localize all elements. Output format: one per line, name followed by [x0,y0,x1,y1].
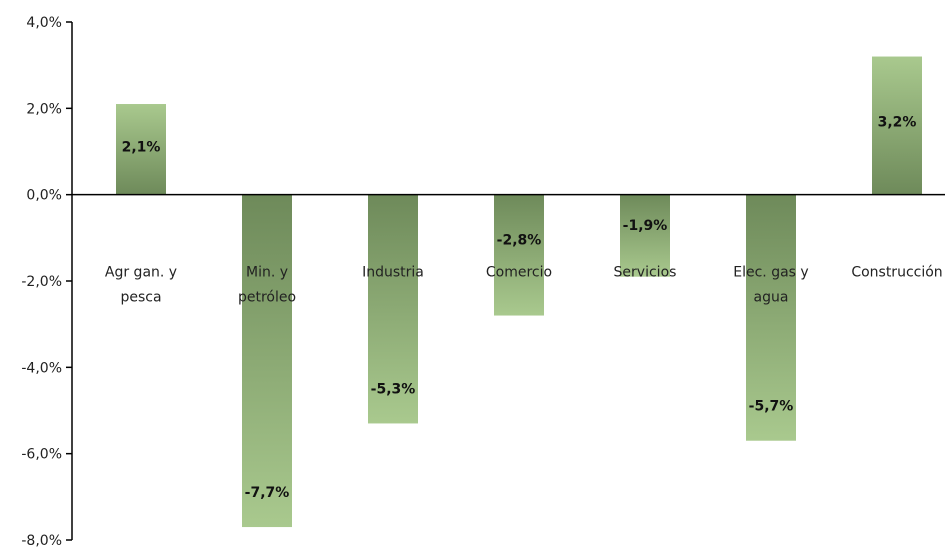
y-tick-label: -4,0% [21,360,62,376]
data-label: -5,3% [371,381,416,397]
y-axis: 4,0% 2,0% 0,0% -2,0% -4,0% -6,0% -8,0% [21,15,73,549]
bar [620,194,670,277]
category-label: petróleo [238,290,296,306]
y-tick-label: 2,0% [26,101,62,117]
data-label: 2,1% [122,140,161,156]
y-tick-label: 4,0% [26,15,62,31]
y-tick-label: 0,0% [26,188,62,204]
y-tick-label: -8,0% [21,533,62,549]
category-label: Construcción [851,265,942,281]
data-label: -1,9% [623,218,668,234]
data-label: -7,7% [245,485,290,501]
bar [872,56,922,195]
data-label: 3,2% [878,114,917,130]
category-labels: Agr gan. y pesca Min. y petróleo Industria Co… [105,265,943,306]
category-label: Servicios [614,265,677,281]
bar [242,194,292,528]
category-label: pesca [120,290,161,306]
y-tick-label: -6,0% [21,447,62,463]
bar [746,194,796,441]
y-tick-label: -2,0% [21,274,62,290]
bar [116,104,166,195]
data-label: -5,7% [749,399,794,415]
category-label: Agr gan. y [105,265,177,281]
bar [368,194,418,424]
bars [116,56,922,528]
category-label: Elec. gas y [733,265,808,281]
category-label: Min. y [246,265,288,281]
bar [494,194,544,316]
category-label: Industria [362,265,424,281]
data-label: -2,8% [497,232,542,248]
category-label: Comercio [486,265,552,281]
data-labels: 2,1% -7,7% -5,3% -2,8% -1,9% -5,7% 3,2% [122,114,917,501]
category-label: agua [754,290,789,306]
